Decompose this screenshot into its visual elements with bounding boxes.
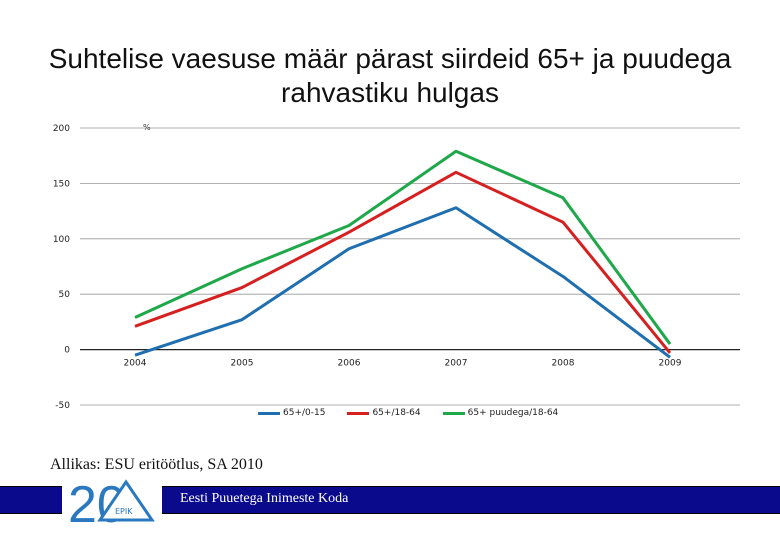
- y-tick-label-0: -50: [55, 401, 70, 411]
- x-tick-label-5: 2009: [659, 359, 682, 369]
- x-tick-label-4: 2008: [552, 359, 575, 369]
- series-line-1: [134, 206, 671, 359]
- x-tick-label-3: 2007: [445, 359, 468, 369]
- y-tick-label-5: 200: [53, 124, 70, 134]
- line-chart: -50 0 50 100 150 200 2004 2005 2006 2007 2008 2009…: [53, 123, 740, 411]
- source-note: Allikas: ESU eritöötlus, SA 2010: [50, 456, 263, 473]
- x-tick-label-1: 2005: [231, 359, 254, 369]
- legend-item-series1: 65+/0-15: [258, 408, 325, 418]
- slide-title: Suhtelise vaesuse määr pärast siirdeid 6…: [48, 43, 732, 108]
- y-tick-label-3: 100: [53, 235, 70, 245]
- legend-label-series3: 65+ puudega/18-64: [467, 408, 559, 418]
- legend-label-series1: 65+/0-15: [283, 408, 326, 418]
- logo-triangle-icon: [97, 479, 155, 522]
- legend-item-series3: 65+ puudega/18-64: [442, 408, 559, 418]
- legend-swatch-series1: [258, 411, 280, 415]
- series-lines: [134, 149, 672, 359]
- legend-swatch-series2: [347, 411, 370, 415]
- epik-logo: 20 EPIK: [68, 476, 155, 534]
- x-axis-ticks: 2004 2005 2006 2007 2008 2009: [124, 359, 682, 369]
- y-tick-label-4: 150: [53, 179, 70, 189]
- x-tick-label-2: 2006: [338, 359, 361, 369]
- chart-grid: [80, 127, 740, 406]
- x-tick-label-0: 2004: [124, 359, 147, 369]
- y-axis-label: %: [143, 123, 151, 132]
- legend-swatch-series3: [442, 411, 465, 415]
- legend-label-series2: 65+/18-64: [372, 408, 421, 418]
- y-tick-label-1: 0: [64, 346, 70, 356]
- logo-text: EPIK: [115, 507, 133, 516]
- legend-item-series2: 65+/18-64: [347, 408, 421, 418]
- footer-text: Eesti Puuetega Inimeste Koda: [180, 491, 349, 506]
- series-line-3: [134, 149, 672, 345]
- y-tick-label-2: 50: [59, 290, 71, 300]
- y-axis-ticks: -50 0 50 100 150 200: [53, 124, 70, 411]
- chart-legend: 65+/0-15 65+/18-64 65+ puudega/18-64: [258, 408, 558, 418]
- series-line-2: [134, 170, 672, 354]
